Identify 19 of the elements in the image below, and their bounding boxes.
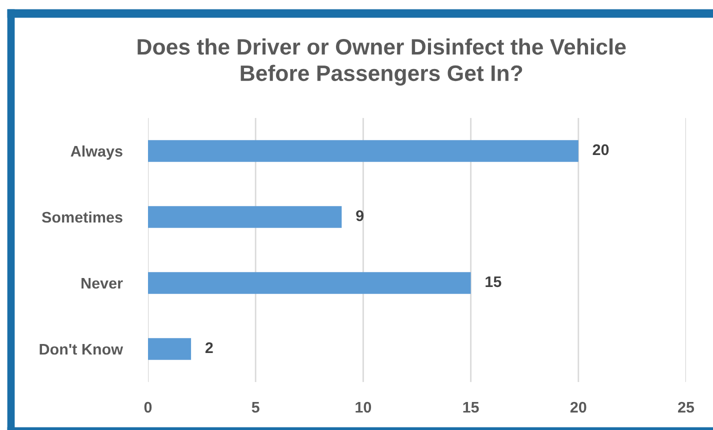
x-tick-label: 0 [144, 402, 152, 413]
y-tick-label: Don't Know [40, 344, 124, 355]
bar [148, 140, 578, 162]
y-tick-label: Always [70, 145, 122, 160]
bar [148, 206, 342, 228]
chart-title: Does the Driver or Owner Disinfect the Vehicle Before Passengers Get In? [138, 38, 626, 86]
x-tick-label: 15 [463, 402, 479, 413]
y-tick-label: Sometimes [42, 211, 122, 223]
data-label: 2 [205, 342, 213, 353]
x-tick-label: 25 [678, 402, 694, 413]
y-tick-label: Never [82, 278, 123, 289]
data-label: 15 [486, 276, 502, 288]
x-tick-label: 5 [252, 402, 260, 413]
data-label: 20 [592, 144, 609, 156]
x-tick-label: 20 [570, 402, 586, 413]
data-label: 9 [356, 210, 364, 222]
bar [148, 338, 192, 360]
x-tick-label: 10 [356, 402, 372, 413]
bar [148, 272, 471, 294]
